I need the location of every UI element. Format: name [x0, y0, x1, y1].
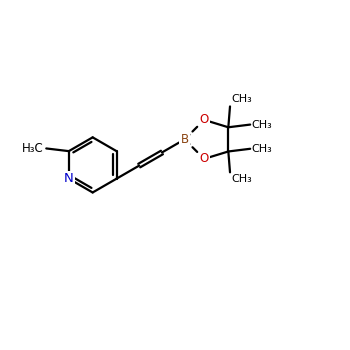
- Text: CH₃: CH₃: [231, 174, 252, 184]
- Text: B: B: [181, 133, 189, 146]
- Text: N: N: [64, 172, 74, 185]
- Text: O: O: [199, 113, 209, 126]
- Text: CH₃: CH₃: [231, 94, 252, 104]
- Text: CH₃: CH₃: [251, 144, 272, 154]
- Text: CH₃: CH₃: [251, 120, 272, 130]
- Text: O: O: [199, 152, 209, 165]
- Text: H₃C: H₃C: [22, 142, 44, 155]
